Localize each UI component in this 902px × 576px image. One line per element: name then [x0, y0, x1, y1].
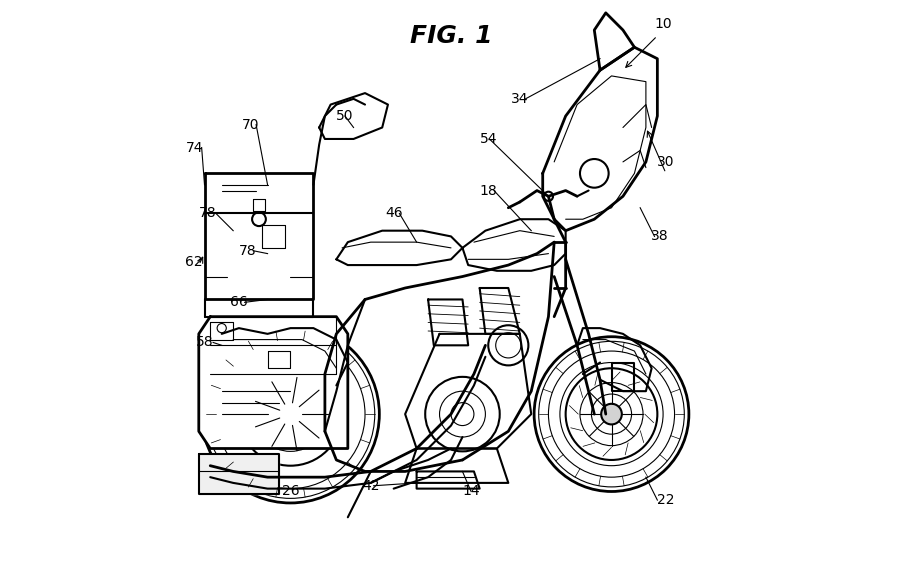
Text: 22: 22 — [658, 493, 675, 507]
Polygon shape — [205, 173, 313, 300]
Polygon shape — [198, 454, 279, 494]
Circle shape — [602, 404, 621, 425]
Polygon shape — [198, 317, 348, 449]
Text: 30: 30 — [658, 155, 675, 169]
Text: 26: 26 — [281, 484, 299, 498]
Text: 50: 50 — [336, 109, 354, 123]
Circle shape — [279, 403, 302, 426]
Text: 66: 66 — [230, 295, 248, 309]
Text: FIG. 1: FIG. 1 — [410, 24, 492, 48]
Text: 38: 38 — [651, 229, 669, 244]
Text: 10: 10 — [654, 17, 672, 31]
Text: 54: 54 — [480, 132, 497, 146]
Text: 78: 78 — [198, 206, 216, 221]
Text: 14: 14 — [462, 484, 480, 498]
Text: 34: 34 — [511, 92, 529, 106]
Text: 46: 46 — [385, 206, 402, 221]
Text: 74: 74 — [186, 141, 203, 154]
Text: 42: 42 — [362, 479, 380, 492]
Text: 70: 70 — [242, 118, 259, 132]
Text: 62: 62 — [186, 255, 203, 269]
Text: 18: 18 — [479, 184, 497, 198]
Text: 78: 78 — [239, 244, 256, 257]
Text: 58: 58 — [196, 335, 214, 350]
